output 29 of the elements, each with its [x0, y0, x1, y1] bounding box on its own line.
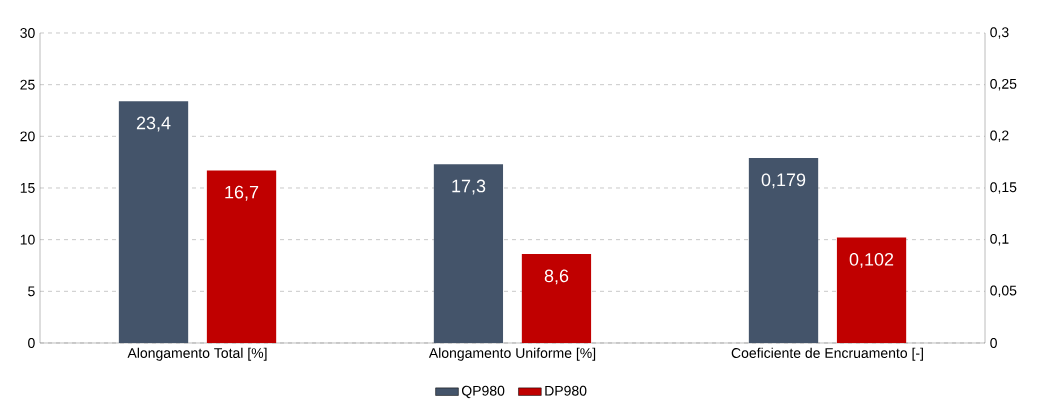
y2-tick-label: 0,1: [990, 233, 1009, 246]
y2-tick-label: 0,15: [990, 182, 1017, 194]
y-tick-label: 15: [20, 183, 35, 193]
y-tick-label: 30: [20, 28, 35, 38]
y2-tick-label: 0,05: [990, 285, 1017, 298]
legend-label: DP980: [545, 385, 587, 396]
data-label: 23,4: [136, 116, 171, 132]
y2-tick-label: 0,2: [990, 130, 1009, 143]
y-tick-label: 5: [28, 286, 35, 297]
y-tick-label: 0: [28, 338, 35, 348]
x-tick-label: Coeficiente de Encruamento [-]: [731, 347, 923, 361]
y2-tick-label: 0,25: [990, 78, 1017, 91]
data-label: 16,7: [225, 185, 259, 201]
bar: [206, 170, 277, 343]
x-tick-label: Alongamento Uniforme [%]: [428, 347, 596, 361]
data-label: 17,3: [452, 179, 486, 195]
y2-tick-label: 0,3: [990, 27, 1009, 39]
y2-tick-label: 0: [990, 338, 997, 348]
bar: [433, 164, 504, 343]
y-tick-label: 25: [20, 79, 35, 90]
y-tick-label: 20: [20, 131, 35, 142]
bar: [118, 101, 189, 343]
data-label: 8,6: [544, 269, 569, 285]
data-label: 0,179: [761, 173, 806, 189]
bar: [521, 254, 592, 343]
x-tick-label: Alongamento Total [%]: [127, 347, 267, 361]
y-tick-label: 10: [20, 234, 35, 245]
data-label: 0,102: [849, 252, 894, 268]
legend-label: QP980: [461, 385, 505, 399]
